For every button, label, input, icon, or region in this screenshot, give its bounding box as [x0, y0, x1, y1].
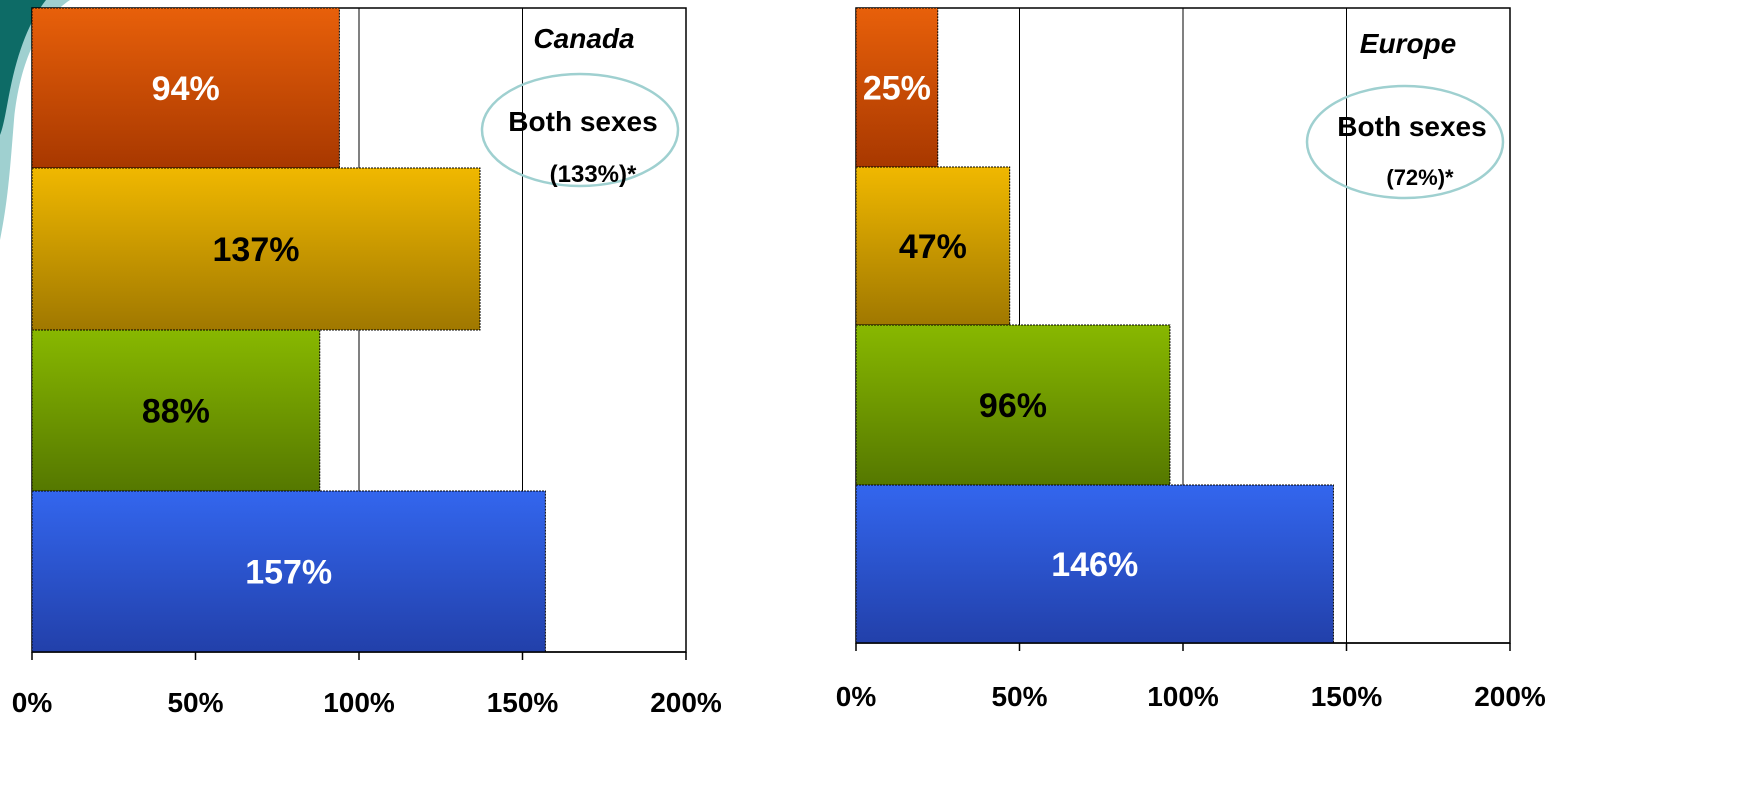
bar: [31, 7, 340, 169]
annotation-value: (133%)*: [550, 161, 637, 188]
x-tick-label: 200%: [650, 687, 722, 718]
bar-value-label: 47%: [899, 228, 967, 266]
bar-value-label: 137%: [213, 231, 300, 269]
bar-value-label: 88%: [142, 393, 210, 431]
bar-value-label: 157%: [245, 554, 332, 592]
bar: [855, 166, 1011, 326]
bar-value-label: 94%: [152, 70, 220, 108]
x-tick-label: 0%: [836, 681, 877, 712]
x-tick-label: 150%: [1311, 681, 1383, 712]
region-title: Canada: [533, 23, 634, 54]
x-tick-label: 100%: [1147, 681, 1219, 712]
chart-europe: 25% 47% 96% 146% 0% 50% 100% 150% 200% Europe Both…: [836, 7, 1546, 712]
x-tick-label: 0%: [12, 687, 53, 718]
x-tick-label: 100%: [323, 687, 395, 718]
bar-value-label: 96%: [979, 387, 1047, 425]
slide-corner-decoration: [0, 0, 70, 240]
x-tick-label: 50%: [991, 681, 1047, 712]
bar-value-label: 25%: [863, 70, 931, 108]
annotation-label: Both sexes: [1337, 111, 1486, 142]
annotation-ellipse: [1305, 84, 1505, 200]
bar: [31, 490, 546, 653]
bar: [31, 329, 321, 492]
x-tick-label: 50%: [167, 687, 223, 718]
bar-value-label: 146%: [1051, 546, 1138, 584]
x-tick-label: 200%: [1474, 681, 1546, 712]
x-tick-label: 150%: [487, 687, 559, 718]
bar: [855, 484, 1334, 644]
region-title: Europe: [1360, 28, 1456, 59]
annotation-label: Both sexes: [508, 106, 657, 137]
chart-canada: 94% 137% 88% 157% 0% 50% 100% 150% 200% Canada Bot…: [12, 7, 722, 718]
bar: [855, 7, 939, 168]
teal-light-shape: [0, 0, 70, 240]
teal-dark-shape: [0, 0, 46, 135]
bar: [855, 324, 1171, 486]
annotation-value: (72%)*: [1386, 165, 1454, 190]
annotation-ellipse: [480, 72, 680, 188]
bar: [31, 167, 481, 331]
